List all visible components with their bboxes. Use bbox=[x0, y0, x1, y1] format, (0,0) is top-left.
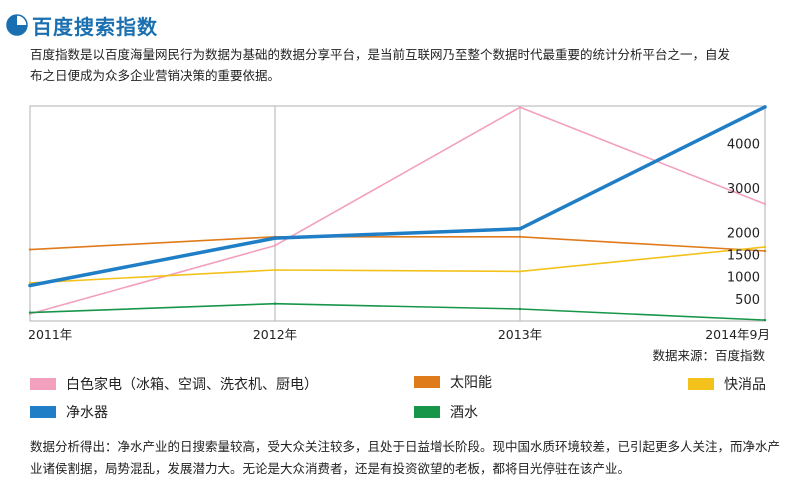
series-line-2 bbox=[29, 246, 766, 284]
series-line-4 bbox=[29, 302, 766, 321]
legend-item-solar: 太阳能 bbox=[414, 372, 492, 392]
data-point-1-3 bbox=[763, 249, 767, 253]
analysis-text: 数据分析得出：净水产业的日搜索量较高，受大众关注较多，且处于日益增长阶段。现中国… bbox=[30, 439, 781, 476]
y-axis-ticks: 500 1000 1500 2000 3000 4000 bbox=[727, 138, 760, 308]
x-axis-ticks: 2011年 2012年 2013年 2014年9月 bbox=[28, 327, 770, 342]
legend-swatch bbox=[414, 406, 440, 418]
data-point-0-1 bbox=[273, 244, 277, 247]
legend-item-water-purifier: 净水器 bbox=[30, 402, 108, 422]
data-point-2-0 bbox=[28, 281, 32, 285]
intro-text: 百度指数是以百度海量网民行为数据为基础的数据分享平台，是当前互联网乃至整个数据时… bbox=[30, 47, 731, 83]
x-tick-label: 2012年 bbox=[253, 327, 297, 342]
legend-label: 快消品 bbox=[724, 377, 766, 393]
legend-item-liquor: 酒水 bbox=[414, 402, 478, 422]
data-point-1-2 bbox=[518, 235, 522, 238]
series-line-0 bbox=[29, 106, 766, 315]
data-point-0-3 bbox=[763, 202, 767, 206]
data-point-0-2 bbox=[518, 106, 522, 109]
legend-label: 太阳能 bbox=[450, 375, 492, 391]
y-tick-label: 4000 bbox=[727, 138, 760, 153]
data-point-2-3 bbox=[763, 245, 767, 249]
data-point-4-3 bbox=[763, 318, 767, 322]
chart-grid bbox=[29, 105, 766, 322]
data-point-3-1 bbox=[273, 236, 277, 240]
legend-label: 净水器 bbox=[66, 405, 108, 421]
legend-swatch bbox=[30, 406, 56, 418]
chart-legend: 白色家电（冰箱、空调、洗衣机、厨电） 太阳能 快消品 净水器 酒水 bbox=[0, 370, 789, 430]
y-tick-label: 2000 bbox=[727, 226, 760, 241]
pie-chart-icon bbox=[6, 14, 28, 36]
data-point-2-2 bbox=[518, 270, 522, 273]
data-point-4-0 bbox=[28, 311, 32, 314]
plot-frame bbox=[29, 105, 766, 322]
legend-item-fmcg: 快消品 bbox=[688, 374, 766, 394]
series-line-3 bbox=[29, 105, 766, 288]
y-tick-label: 1000 bbox=[727, 271, 760, 286]
data-point-1-0 bbox=[28, 248, 32, 251]
x-tick-label: 2013年 bbox=[498, 327, 542, 342]
y-tick-label: 1500 bbox=[727, 249, 760, 264]
x-tick-label: 2014年9月 bbox=[705, 327, 770, 342]
legend-swatch bbox=[688, 378, 714, 390]
data-point-2-1 bbox=[273, 268, 277, 272]
chart-series bbox=[28, 105, 767, 322]
data-point-4-1 bbox=[273, 302, 277, 305]
y-tick-label: 500 bbox=[735, 293, 760, 308]
legend-swatch bbox=[30, 378, 56, 390]
legend-item-white-appliances: 白色家电（冰箱、空调、洗衣机、厨电） bbox=[30, 374, 318, 394]
page-title: 百度搜索指数 bbox=[32, 14, 158, 39]
legend-swatch bbox=[414, 376, 440, 388]
data-point-3-0 bbox=[28, 283, 32, 288]
legend-label: 白色家电（冰箱、空调、洗衣机、厨电） bbox=[66, 377, 318, 393]
section-header: 百度搜索指数 bbox=[6, 10, 158, 40]
data-point-3-2 bbox=[518, 227, 522, 231]
x-tick-label: 2011年 bbox=[28, 327, 72, 342]
legend-label: 酒水 bbox=[450, 405, 478, 421]
data-source: 数据来源：百度指数 bbox=[652, 348, 765, 363]
series-line-1 bbox=[29, 236, 766, 252]
data-point-3-3 bbox=[763, 105, 767, 109]
data-point-4-2 bbox=[518, 307, 522, 311]
y-tick-label: 3000 bbox=[727, 182, 760, 197]
